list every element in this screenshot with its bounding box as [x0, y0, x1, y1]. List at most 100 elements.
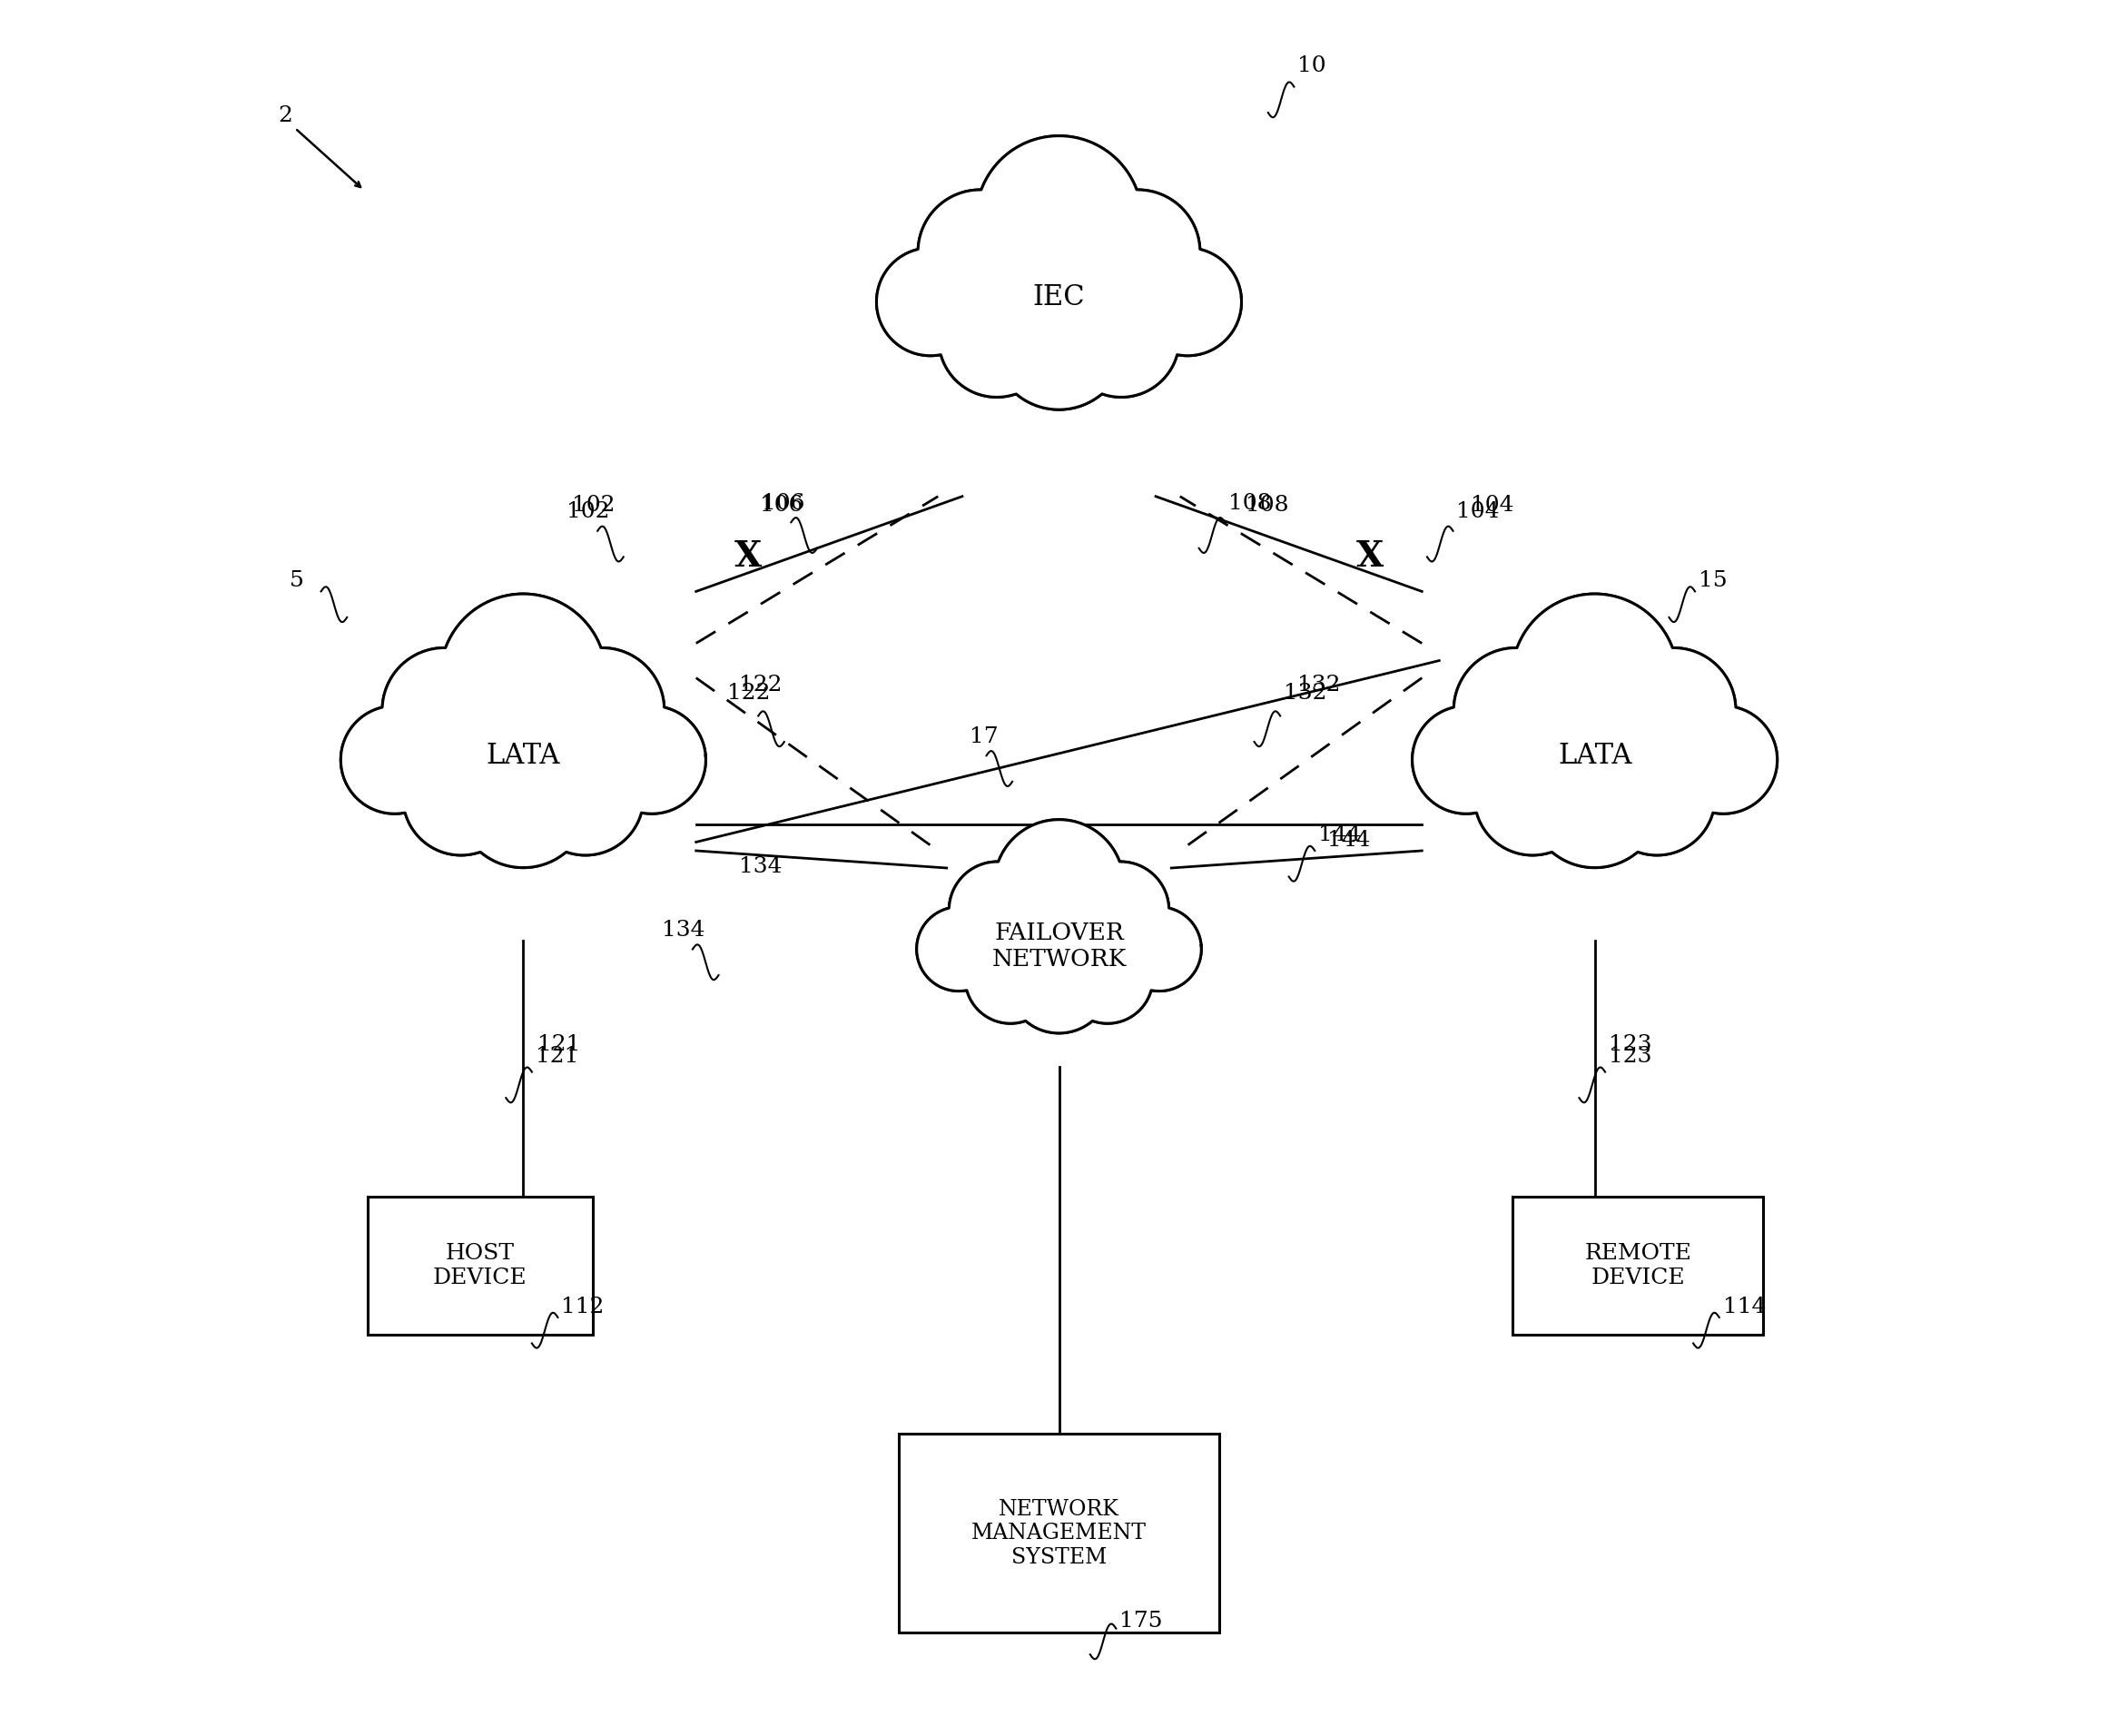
Text: 121: 121: [536, 1045, 578, 1066]
Circle shape: [1076, 189, 1201, 314]
Circle shape: [441, 594, 606, 760]
Circle shape: [1072, 861, 1169, 958]
Circle shape: [1008, 930, 1110, 1033]
Circle shape: [917, 906, 1002, 991]
Circle shape: [1669, 707, 1777, 814]
Circle shape: [402, 740, 519, 856]
Text: 132: 132: [1284, 682, 1326, 703]
Text: 144: 144: [1326, 830, 1370, 851]
Polygon shape: [877, 135, 1241, 410]
FancyBboxPatch shape: [900, 1434, 1218, 1634]
Circle shape: [1612, 648, 1737, 773]
Circle shape: [966, 932, 1055, 1024]
Circle shape: [540, 648, 665, 773]
Circle shape: [1118, 906, 1201, 991]
Circle shape: [1529, 734, 1661, 868]
Text: 10: 10: [1298, 56, 1326, 76]
Polygon shape: [1413, 594, 1777, 868]
Circle shape: [540, 648, 665, 773]
Polygon shape: [341, 594, 705, 868]
FancyBboxPatch shape: [369, 1196, 593, 1335]
Text: X: X: [735, 540, 762, 575]
Circle shape: [993, 278, 1125, 410]
Text: 15: 15: [1699, 571, 1726, 592]
Text: REMOTE
DEVICE: REMOTE DEVICE: [1584, 1243, 1692, 1288]
Ellipse shape: [373, 668, 674, 865]
Text: 104: 104: [1457, 502, 1500, 523]
Circle shape: [1076, 189, 1201, 314]
Text: IEC: IEC: [1034, 283, 1084, 312]
Text: 134: 134: [661, 920, 705, 941]
Text: FAILOVER
NETWORK: FAILOVER NETWORK: [991, 922, 1127, 970]
Circle shape: [1474, 740, 1591, 856]
Text: 122: 122: [726, 682, 771, 703]
Circle shape: [402, 740, 519, 856]
Text: 132: 132: [1298, 674, 1341, 694]
Circle shape: [457, 734, 589, 868]
Text: 102: 102: [566, 502, 610, 523]
Ellipse shape: [943, 877, 1175, 1031]
Text: 144: 144: [1317, 825, 1362, 845]
Circle shape: [1512, 594, 1677, 760]
Circle shape: [938, 281, 1055, 398]
Circle shape: [1072, 861, 1169, 958]
Circle shape: [917, 189, 1042, 314]
Text: 134: 134: [739, 856, 782, 877]
Circle shape: [917, 906, 1000, 991]
Circle shape: [1529, 734, 1661, 868]
Text: 114: 114: [1722, 1297, 1766, 1318]
Text: 104: 104: [1470, 495, 1514, 516]
Circle shape: [1453, 648, 1578, 773]
Circle shape: [1413, 707, 1521, 814]
Text: LATA: LATA: [487, 741, 561, 769]
Text: LATA: LATA: [1557, 741, 1631, 769]
Circle shape: [381, 648, 506, 773]
Circle shape: [441, 594, 606, 760]
Circle shape: [1063, 281, 1180, 398]
Circle shape: [1413, 707, 1521, 814]
Circle shape: [457, 734, 589, 868]
Text: 17: 17: [970, 726, 998, 746]
Circle shape: [381, 648, 506, 773]
Text: HOST
DEVICE: HOST DEVICE: [432, 1243, 527, 1288]
Circle shape: [976, 135, 1142, 302]
Circle shape: [1063, 932, 1152, 1024]
Circle shape: [993, 276, 1125, 410]
Circle shape: [1063, 932, 1152, 1024]
Ellipse shape: [1444, 668, 1745, 865]
Circle shape: [1453, 648, 1578, 773]
Text: NETWORK
MANAGEMENT
SYSTEM: NETWORK MANAGEMENT SYSTEM: [972, 1498, 1146, 1568]
Ellipse shape: [909, 210, 1209, 406]
Text: 123: 123: [1608, 1035, 1652, 1055]
Text: 122: 122: [739, 674, 782, 694]
Circle shape: [341, 707, 449, 814]
Circle shape: [877, 248, 985, 356]
Circle shape: [976, 135, 1142, 302]
Text: 2: 2: [277, 104, 292, 125]
Text: 106: 106: [760, 495, 803, 516]
Circle shape: [993, 819, 1125, 950]
Circle shape: [341, 707, 449, 814]
Circle shape: [1063, 281, 1180, 398]
Circle shape: [1612, 648, 1737, 773]
Text: 123: 123: [1608, 1045, 1652, 1066]
Text: 112: 112: [561, 1297, 604, 1318]
Circle shape: [1008, 929, 1110, 1033]
Circle shape: [597, 707, 705, 814]
Circle shape: [527, 740, 644, 856]
Text: 102: 102: [572, 495, 614, 516]
Circle shape: [1474, 740, 1591, 856]
Circle shape: [1512, 594, 1677, 760]
Circle shape: [527, 740, 644, 856]
Polygon shape: [917, 819, 1201, 1033]
Text: 108: 108: [1228, 493, 1271, 514]
Circle shape: [993, 819, 1125, 950]
FancyBboxPatch shape: [1512, 1196, 1764, 1335]
Circle shape: [597, 707, 705, 814]
Text: 108: 108: [1245, 495, 1288, 516]
Circle shape: [966, 932, 1055, 1024]
Text: 106: 106: [762, 493, 805, 514]
Text: 175: 175: [1120, 1611, 1163, 1632]
Circle shape: [1133, 248, 1241, 356]
Circle shape: [1669, 707, 1777, 814]
